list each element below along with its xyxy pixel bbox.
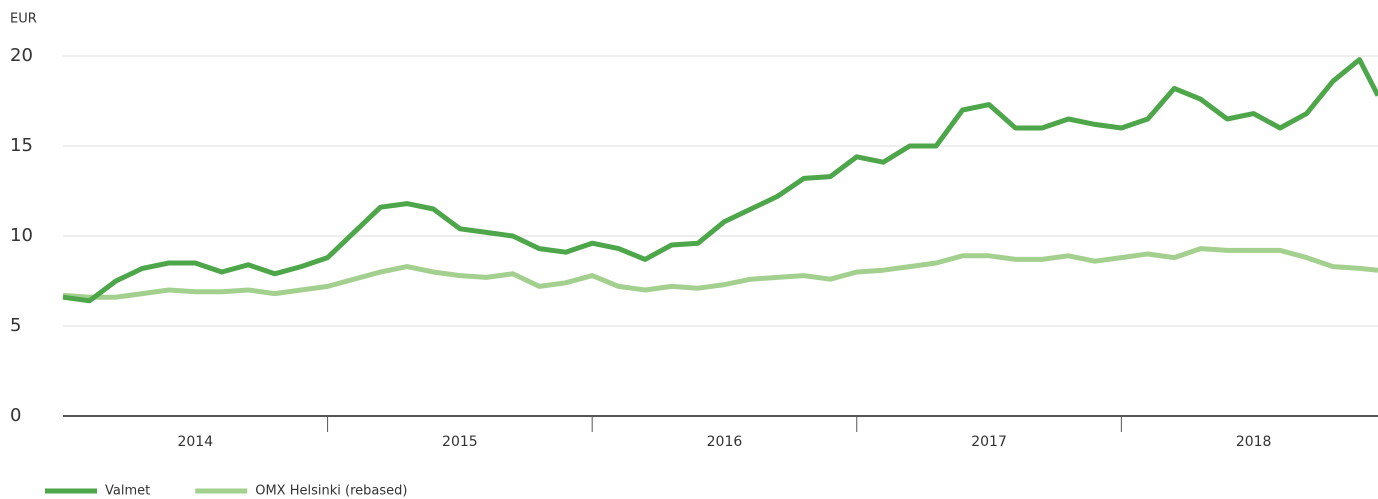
x-tick-label: 2016 [707,434,743,450]
x-tick-label: 2015 [442,434,478,450]
x-tick-label: 2014 [177,434,213,450]
legend-label: Valmet [105,484,150,499]
series-line [62,246,1378,300]
series-line [62,57,1378,304]
y-tick-label: 20 [10,45,33,66]
y-tick-label: 10 [10,225,33,246]
y-tick-label: 15 [10,135,33,156]
x-tick-label: 2018 [1236,434,1272,450]
y-tick-label: 5 [10,315,21,336]
legend-label: OMX Helsinki (rebased) [255,484,407,499]
x-tick-label: 2017 [971,434,1007,450]
y-axis-unit: EUR [10,12,37,27]
y-tick-label: 0 [10,405,21,426]
